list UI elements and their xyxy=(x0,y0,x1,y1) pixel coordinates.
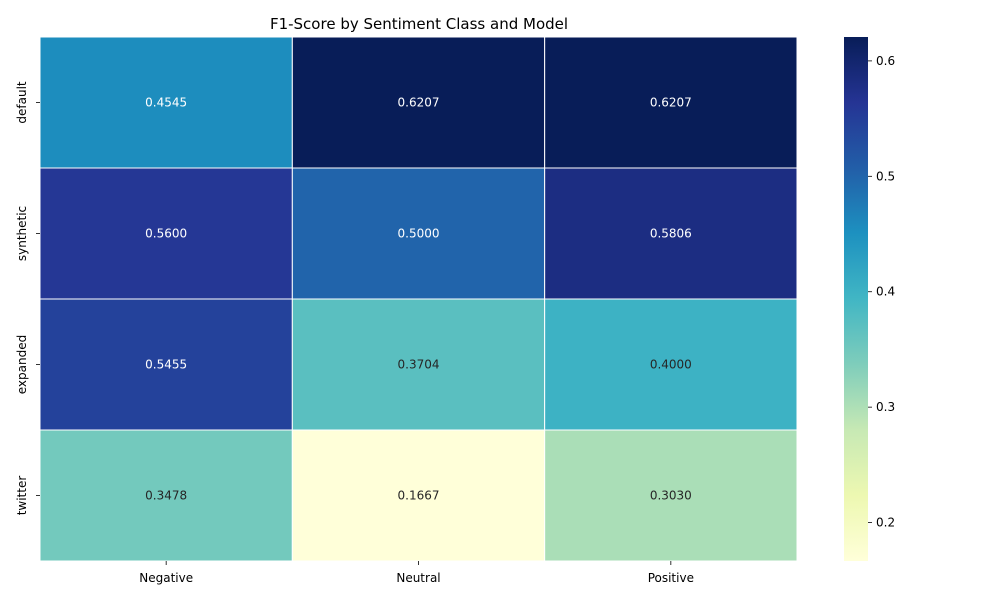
cell-value-label: 0.4000 xyxy=(650,358,692,372)
cell-value-label: 0.5600 xyxy=(145,227,187,241)
heatmap-cell xyxy=(39,298,293,431)
cell-value-label: 0.5455 xyxy=(145,358,187,372)
heatmap-cell xyxy=(544,167,798,300)
x-axis: Negative Neutral Positive xyxy=(139,561,694,585)
heatmap-cells: 0.4545 0.6207 0.6207 0.5600 0.5000 0.5806 0.54… xyxy=(39,36,798,562)
colorbar-gradient xyxy=(844,37,868,561)
cell-value-label: 0.3704 xyxy=(398,358,440,372)
colorbar-tick-label: 0.6 xyxy=(876,54,895,68)
heatmap-cell xyxy=(291,298,546,431)
cell-value-label: 0.5806 xyxy=(650,227,692,241)
colorbar: 0.2 0.3 0.4 0.5 0.6 xyxy=(844,37,895,561)
x-tick-label: Positive xyxy=(648,571,694,585)
heatmap-cell xyxy=(39,36,293,169)
y-tick-label: default xyxy=(15,81,29,124)
colorbar-tick-label: 0.4 xyxy=(876,285,895,299)
colorbar-tick-label: 0.3 xyxy=(876,400,895,414)
heatmap-cell xyxy=(39,429,293,562)
x-tick-label: Negative xyxy=(139,571,193,585)
cell-value-label: 0.6207 xyxy=(398,96,440,110)
heatmap-cell xyxy=(39,167,293,300)
cell-value-label: 0.1667 xyxy=(398,489,440,503)
y-tick-label: expanded xyxy=(15,335,29,394)
cell-value-label: 0.6207 xyxy=(650,96,692,110)
colorbar-tick-label: 0.2 xyxy=(876,516,895,530)
cell-value-label: 0.4545 xyxy=(145,96,187,110)
y-axis: default synthetic expanded twitter xyxy=(15,81,40,515)
heatmap-cell xyxy=(291,36,546,169)
heatmap-cell xyxy=(544,429,798,562)
colorbar-tick-label: 0.5 xyxy=(876,169,895,183)
cell-value-label: 0.3478 xyxy=(145,489,187,503)
y-tick-label: synthetic xyxy=(15,206,29,261)
x-tick-label: Neutral xyxy=(396,571,440,585)
heatmap-cell xyxy=(544,36,798,169)
y-tick-label: twitter xyxy=(15,476,29,516)
heatmap-cell xyxy=(291,167,546,300)
cell-value-label: 0.5000 xyxy=(398,227,440,241)
cell-value-label: 0.3030 xyxy=(650,489,692,503)
chart-title: F1-Score by Sentiment Class and Model xyxy=(270,15,568,33)
